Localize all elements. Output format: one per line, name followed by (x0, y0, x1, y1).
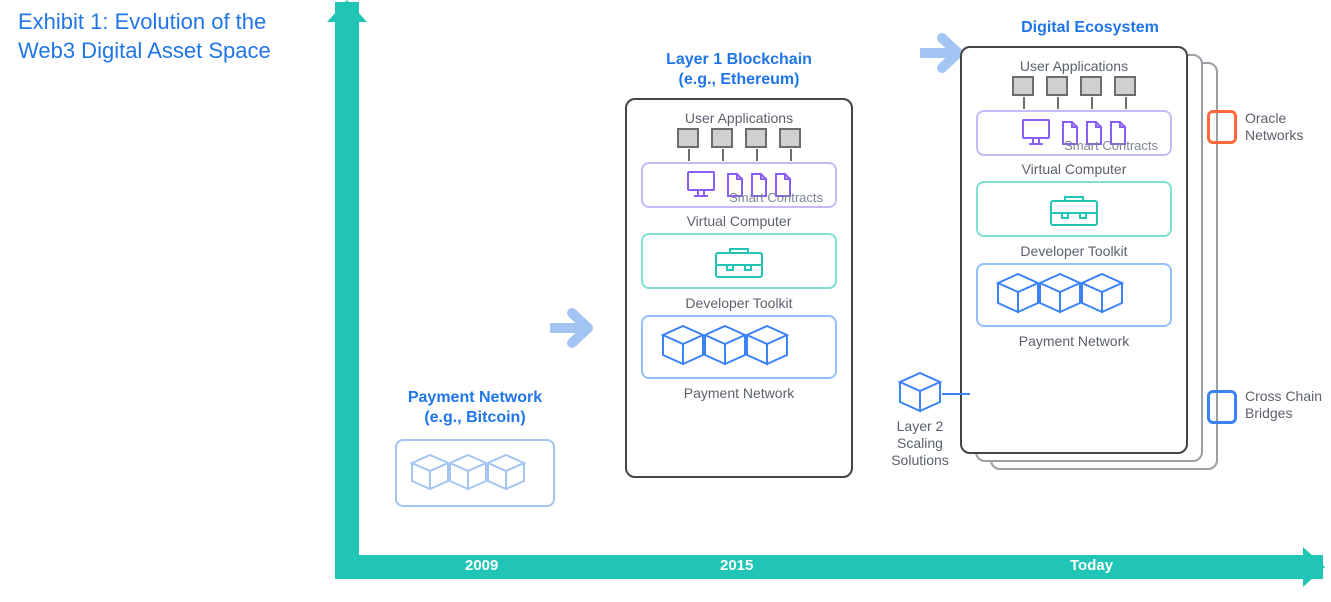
app-box-icon (1046, 76, 1068, 96)
toolbox-icon (712, 241, 766, 281)
stage2-app-row (637, 128, 841, 148)
stage3-dev-label: Developer Toolkit (972, 243, 1176, 259)
stage2-vc-label: Virtual Computer (637, 213, 841, 229)
app-box-icon (1012, 76, 1034, 96)
stage2-pay-label: Payment Network (637, 385, 841, 401)
oracle-label: Oracle Networks (1245, 110, 1325, 144)
app-box-icon (779, 128, 801, 148)
stage3-dev-box (976, 181, 1172, 237)
app-box-icon (677, 128, 699, 148)
cross-chain-tab (1207, 390, 1237, 424)
stage3-panel: User Applications Smart Contracts Virtua… (960, 46, 1188, 454)
stage3-app-row (972, 76, 1176, 96)
stage2-dev-box (641, 233, 837, 289)
stage2-panel: User Applications Smart Contracts Virtua… (625, 98, 853, 478)
stage3-title: Digital Ecosystem (1000, 18, 1180, 38)
stage2-userapps-label: User Applications (637, 110, 841, 126)
app-box-icon (745, 128, 767, 148)
toolbox-icon (1047, 189, 1101, 229)
cube-icon (895, 370, 945, 416)
y-axis (335, 2, 359, 557)
stage1-payment-box (395, 439, 555, 507)
oracle-tab (1207, 110, 1237, 144)
x-tick-2015: 2015 (720, 557, 753, 574)
stage2-title: Layer 1 Blockchain (e.g., Ethereum) (625, 50, 853, 90)
stage3-pay-label: Payment Network (972, 333, 1176, 349)
cubes-icon (994, 270, 1154, 320)
app-box-icon (711, 128, 733, 148)
cubes-icon (659, 322, 819, 372)
stage3-pay-box (976, 263, 1172, 327)
stage3-userapps-label: User Applications (972, 58, 1176, 74)
x-tick-today: Today (1070, 557, 1113, 574)
monitor-icon (1021, 118, 1055, 148)
layer2-connector (942, 393, 970, 395)
stage2-dev-label: Developer Toolkit (637, 295, 841, 311)
stage2-pay-box (641, 315, 837, 379)
stage2-smart-label: Smart Contracts (637, 190, 823, 205)
stage3-smart-label: Smart Contracts (972, 138, 1158, 153)
stage3-vc-label: Virtual Computer (972, 161, 1176, 177)
arrow-1-icon (550, 305, 606, 351)
cross-chain-label: Cross Chain Bridges (1245, 388, 1325, 422)
stage1-title: Payment Network (e.g., Bitcoin) (395, 388, 555, 428)
layer2-cube (895, 370, 945, 416)
monitor-icon (686, 170, 720, 200)
app-box-icon (1080, 76, 1102, 96)
y-axis-label: Speed / Efficiency (318, 0, 335, 200)
cubes-icon (410, 449, 540, 497)
layer2-label: Layer 2 Scaling Solutions (885, 418, 955, 468)
app-box-icon (1114, 76, 1136, 96)
x-tick-2009: 2009 (465, 557, 498, 574)
exhibit-title: Exhibit 1: Evolution of the Web3 Digital… (18, 8, 298, 65)
